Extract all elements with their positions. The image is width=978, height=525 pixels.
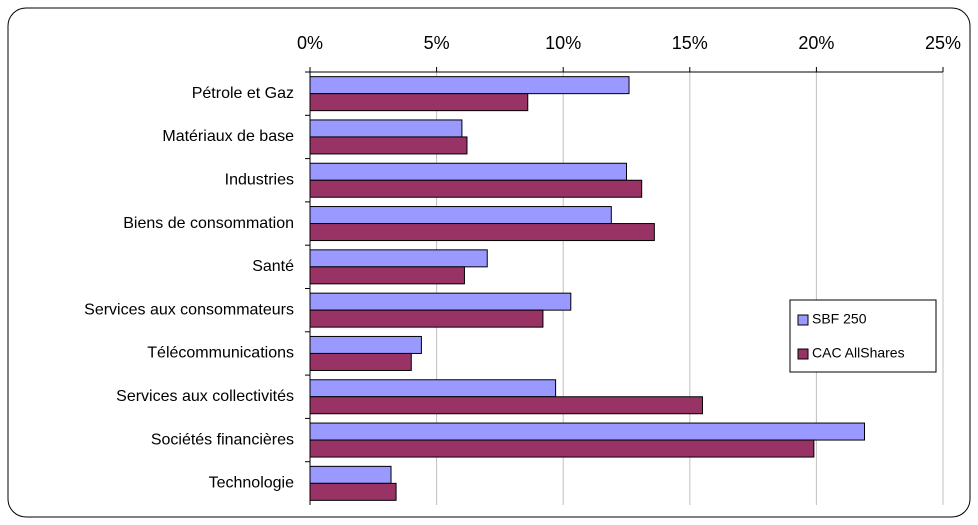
bar <box>309 119 463 138</box>
legend-swatch <box>797 314 809 326</box>
bar <box>309 335 422 354</box>
bar <box>309 93 529 112</box>
chart-frame <box>7 7 971 518</box>
bar <box>309 309 544 328</box>
x-tick-label: 5% <box>424 33 450 53</box>
bar <box>309 266 465 285</box>
bar <box>309 482 397 501</box>
legend-swatch <box>797 348 809 360</box>
y-tick-label: Sociétés financières <box>151 431 294 448</box>
x-tick-label: 20% <box>798 33 834 53</box>
x-tick-label: 10% <box>545 33 581 53</box>
bar <box>309 162 627 181</box>
bar <box>309 136 468 155</box>
bar <box>309 379 557 398</box>
bar <box>309 76 630 95</box>
y-tick-label: Biens de consommation <box>123 215 294 232</box>
y-tick-label: Technologie <box>209 475 295 492</box>
y-tick-label: Matériaux de base <box>162 128 294 145</box>
bar <box>309 206 612 225</box>
legend-box <box>789 299 937 373</box>
bar <box>309 439 815 458</box>
x-tick-label: 15% <box>672 33 708 53</box>
y-tick-label: Services aux consommateurs <box>84 301 294 318</box>
legend-label: SBF 250 <box>812 311 867 327</box>
bar <box>309 249 488 268</box>
bar <box>309 179 643 198</box>
x-tick-label: 0% <box>297 33 323 53</box>
bar <box>309 396 703 415</box>
bar <box>309 352 412 371</box>
bar <box>309 292 572 311</box>
bar <box>309 465 392 484</box>
y-tick-label: Télécommunications <box>147 345 294 362</box>
x-tick-label: 25% <box>925 33 961 53</box>
y-tick-label: Services aux collectivités <box>116 388 294 405</box>
y-tick-label: Pétrole et Gaz <box>192 85 294 102</box>
y-tick-label: Industries <box>225 171 294 188</box>
bar <box>309 422 866 441</box>
bar <box>309 223 655 242</box>
legend-label: CAC AllShares <box>812 345 905 361</box>
y-tick-label: Santé <box>252 258 294 275</box>
